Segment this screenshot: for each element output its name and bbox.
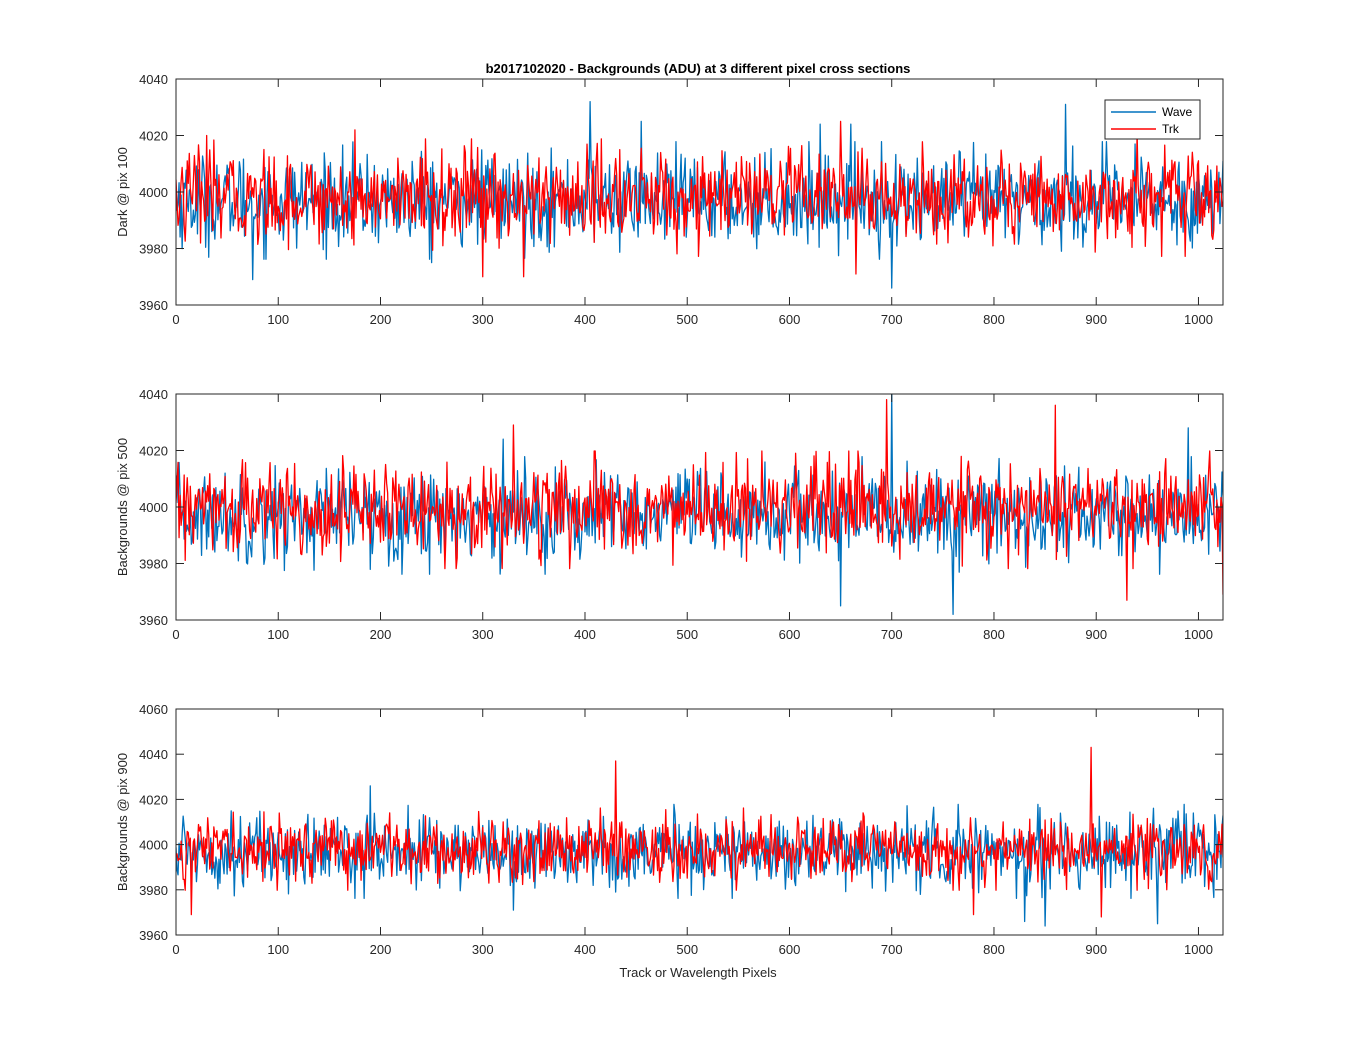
x-tick-label: 600 (779, 312, 801, 327)
y-tick-label: 3980 (139, 242, 168, 257)
y-tick-label: 3980 (139, 557, 168, 572)
x-tick-label: 400 (574, 942, 596, 957)
y-tick-label: 3960 (139, 928, 168, 943)
x-tick-label: 300 (472, 312, 494, 327)
chart-title: b2017102020 - Backgrounds (ADU) at 3 dif… (486, 61, 911, 76)
x-tick-label: 900 (1085, 942, 1107, 957)
y-axis-label: Dark @ pix 100 (115, 147, 130, 237)
x-tick-label: 200 (370, 942, 392, 957)
x-tick-label: 400 (574, 627, 596, 642)
y-tick-label: 4040 (139, 72, 168, 87)
plot-area (176, 709, 1223, 935)
panel-1: 0 100 200 300 400 500 600 700 800 900 1000 3960 3980… (115, 72, 1224, 327)
x-tick-label: 1000 (1184, 312, 1213, 327)
x-tick-label: 800 (983, 627, 1005, 642)
x-tick-label: 0 (172, 312, 179, 327)
series-line-trk (176, 398, 1223, 601)
y-tick-label: 3960 (139, 613, 168, 628)
legend-label-trk: Trk (1162, 122, 1180, 136)
x-tick-label: 100 (267, 627, 289, 642)
x-tick-label: 200 (370, 312, 392, 327)
x-tick-label: 900 (1085, 627, 1107, 642)
y-tick-label: 4020 (139, 444, 168, 459)
panel-2: 0 100 200 300 400 500 600 700 800 900 1000 3960 3980… (115, 387, 1224, 642)
legend-label-wave: Wave (1162, 105, 1193, 119)
y-tick-label: 4020 (139, 792, 168, 807)
x-tick-label: 700 (881, 627, 903, 642)
x-tick-label: 0 (172, 627, 179, 642)
x-tick-label: 500 (676, 942, 698, 957)
y-tick-label: 4000 (139, 185, 168, 200)
x-tick-label: 600 (779, 942, 801, 957)
y-axis-label: Backgrounds @ pix 900 (115, 753, 130, 891)
x-tick-label: 800 (983, 312, 1005, 327)
y-tick-label: 4000 (139, 838, 168, 853)
x-tick-label: 800 (983, 942, 1005, 957)
x-tick-label: 700 (881, 312, 903, 327)
panel-3: 0 100 200 300 400 500 600 700 800 900 1000 3960 3980… (115, 702, 1224, 957)
x-tick-label: 300 (472, 942, 494, 957)
x-tick-label: 900 (1085, 312, 1107, 327)
legend: Wave Trk (1104, 99, 1201, 140)
x-tick-label: 100 (267, 942, 289, 957)
y-tick-label: 3980 (139, 883, 168, 898)
y-tick-label: 4020 (139, 129, 168, 144)
x-tick-label: 0 (172, 942, 179, 957)
series-line-trk (176, 746, 1223, 918)
x-tick-label: 300 (472, 627, 494, 642)
y-tick-label: 3960 (139, 298, 168, 313)
panels: 0 100 200 300 400 500 600 700 800 900 100039603980… (115, 72, 1224, 957)
x-tick-label: 700 (881, 942, 903, 957)
axes-box (175, 708, 1224, 936)
x-tick-label: 600 (779, 627, 801, 642)
x-tick-label: 400 (574, 312, 596, 327)
y-tick-label: 4060 (139, 702, 168, 717)
x-tick-label: 100 (267, 312, 289, 327)
y-tick-label: 4040 (139, 747, 168, 762)
legend-box (1104, 99, 1201, 140)
y-axis-label: Backgrounds @ pix 500 (115, 438, 130, 576)
y-tick-label: 4000 (139, 500, 168, 515)
x-tick-label: 500 (676, 627, 698, 642)
x-tick-label: 1000 (1184, 627, 1213, 642)
x-tick-label: 500 (676, 312, 698, 327)
series-line-trk (176, 120, 1223, 278)
x-axis-label: Track or Wavelength Pixels (619, 965, 777, 980)
x-tick-label: 1000 (1184, 942, 1213, 957)
y-tick-label: 4040 (139, 387, 168, 402)
x-tick-label: 200 (370, 627, 392, 642)
